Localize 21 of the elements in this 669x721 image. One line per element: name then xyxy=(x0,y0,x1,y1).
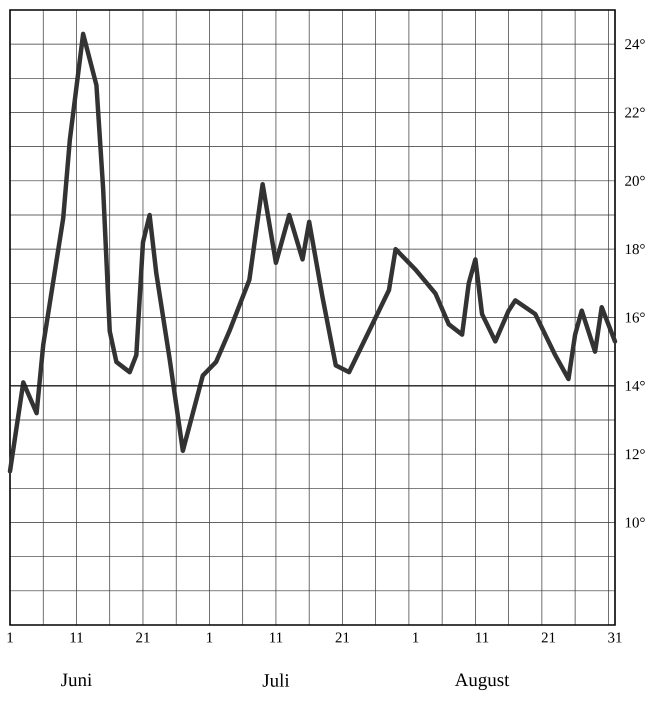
x-tick-label: 11 xyxy=(476,632,488,642)
x-tick-label: 11 xyxy=(270,632,282,642)
text: Juni xyxy=(61,674,92,686)
x-tick-label: 1 xyxy=(8,632,13,642)
text: August xyxy=(454,674,510,690)
y-tick-label: 24° xyxy=(625,39,645,50)
y-tick-label: 14° xyxy=(626,380,645,391)
y-tick-label: 20° xyxy=(625,176,645,186)
x-tick-label: 31 xyxy=(608,632,622,643)
x-tick-label: 21 xyxy=(336,632,349,642)
x-tick-label: 11 xyxy=(70,632,83,642)
x-tick-label: 1 xyxy=(207,632,212,642)
x-tick-label: 21 xyxy=(542,632,556,642)
y-tick-label: 10° xyxy=(626,517,645,528)
text: Juli xyxy=(262,674,290,687)
x-tick-label: 1 xyxy=(413,632,418,642)
x-tick-label: 21 xyxy=(136,632,150,642)
y-tick-label: 18° xyxy=(626,244,645,254)
y-tick-label: 12° xyxy=(626,449,645,460)
y-tick-label: 22° xyxy=(625,108,645,118)
y-tick-label: 16° xyxy=(626,312,645,323)
